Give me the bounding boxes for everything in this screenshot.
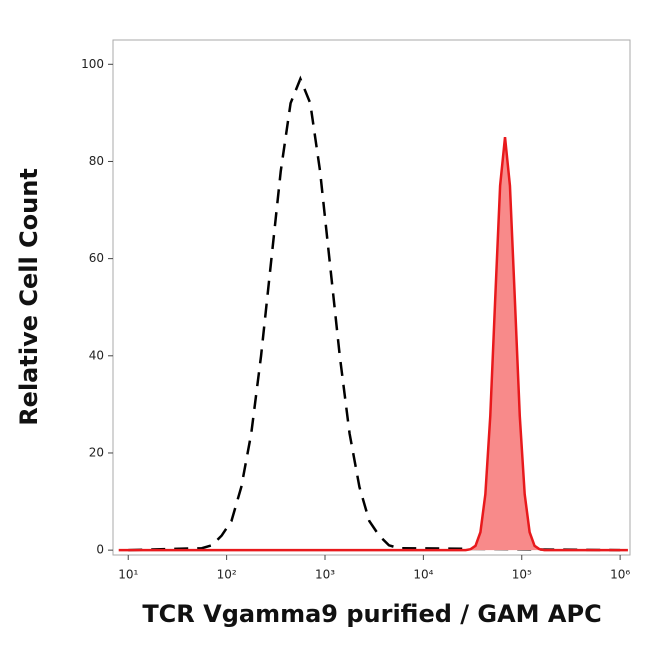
histogram-line — [128, 75, 621, 552]
y-tick-label: 60 — [89, 251, 104, 265]
y-tick-label: 0 — [96, 543, 104, 557]
y-axis-label: Relative Cell Count — [15, 168, 43, 426]
y-tick-label: 80 — [89, 154, 104, 168]
histogram-area — [118, 137, 628, 552]
x-tick-label: 10³ — [315, 568, 335, 582]
y-tick-label: 100 — [81, 57, 104, 71]
plot-frame — [112, 39, 631, 556]
y-tick-label: 20 — [89, 445, 104, 459]
x-tick-label: 10¹ — [118, 568, 138, 582]
x-tick-label: 10⁵ — [512, 568, 532, 582]
x-tick-label: 10² — [217, 568, 237, 582]
x-tick-label: 10⁴ — [413, 568, 433, 582]
x-tick-label: 10⁶ — [610, 568, 630, 582]
x-axis-label: TCR Vgamma9 purified / GAM APC — [142, 600, 601, 628]
y-tick-label: 40 — [89, 348, 104, 362]
